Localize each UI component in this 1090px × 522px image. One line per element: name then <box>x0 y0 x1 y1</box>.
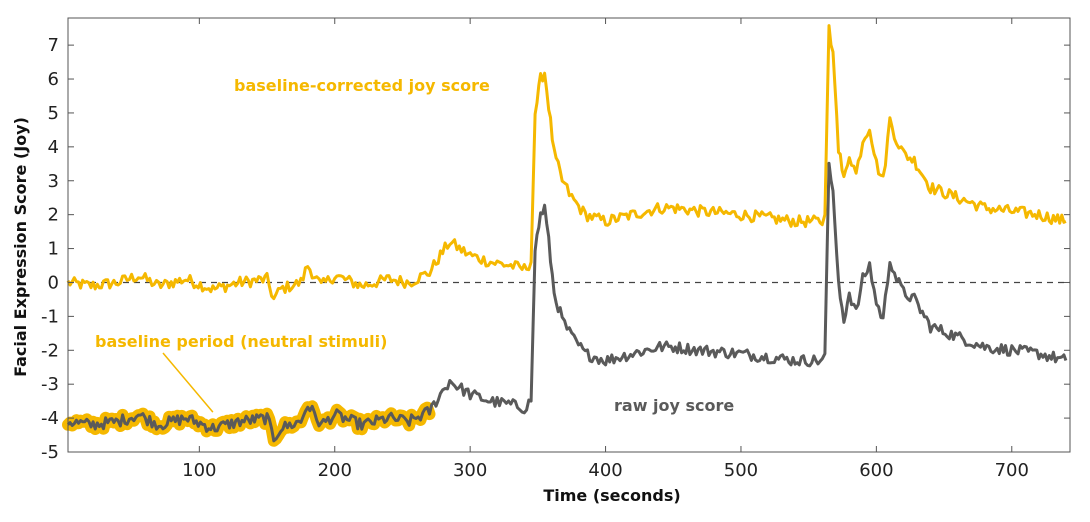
baseline-corrected-joy-score-line <box>66 24 1067 301</box>
y-tick-label: 3 <box>48 171 59 192</box>
x-tick-label: 500 <box>724 460 758 481</box>
y-tick-label: 1 <box>48 239 59 260</box>
annotation-raw-series: raw joy score <box>614 396 734 415</box>
y-tick-label: -3 <box>41 374 59 395</box>
plot-area <box>62 24 1070 447</box>
x-tick-label: 700 <box>995 460 1029 481</box>
x-tick-label: 100 <box>182 460 216 481</box>
x-tick-label: 400 <box>588 460 622 481</box>
baseline-annotation-leader <box>162 352 214 413</box>
y-tick-label: 0 <box>48 272 59 293</box>
y-tick-label: 2 <box>48 205 59 226</box>
annotation-baseline-period: baseline period (neutral stimuli) <box>95 332 387 351</box>
y-tick-label: -4 <box>41 408 59 429</box>
x-axis-title: Time (seconds) <box>543 486 680 505</box>
y-tick-label: 5 <box>48 103 59 124</box>
y-tick-label: -1 <box>41 306 59 327</box>
y-tick-label: -5 <box>41 442 59 463</box>
y-axis-title: Facial Expression Score (Joy) <box>11 117 30 377</box>
y-tick-label: -2 <box>41 340 59 361</box>
plot-frame <box>67 17 1071 453</box>
axes: 100 200 300 400 500 600 700 -5 -4 -3 -2 -1 0 1 2 3 4 5 6 7 <box>41 17 1071 481</box>
x-tick-label: 200 <box>318 460 352 481</box>
y-tick-label: 7 <box>48 35 59 56</box>
y-tick-label: 4 <box>48 137 59 158</box>
x-tick-label: 300 <box>453 460 487 481</box>
y-tick-label: 6 <box>48 69 59 90</box>
x-tick-label: 600 <box>859 460 893 481</box>
annotation-corrected-series: baseline-corrected joy score <box>234 76 490 95</box>
raw-joy-score-line <box>66 161 1068 443</box>
